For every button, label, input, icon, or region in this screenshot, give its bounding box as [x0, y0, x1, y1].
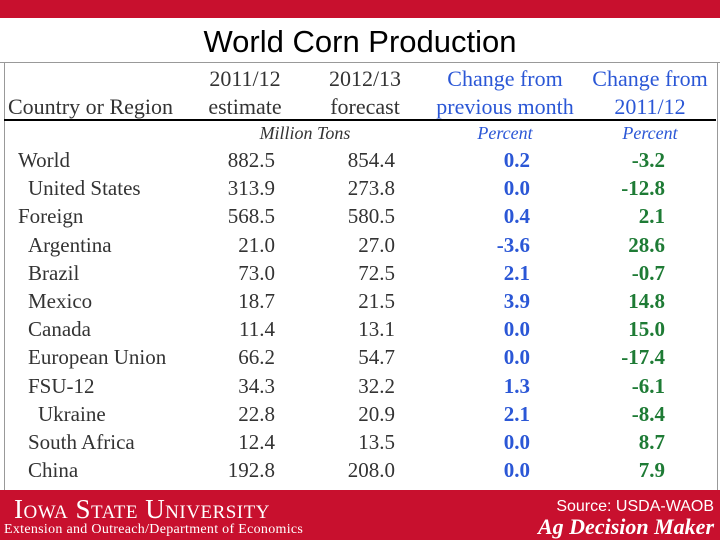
- production-table: [4, 62, 718, 490]
- table-row: Ukraine 22.8 20.9 2.1 -8.4: [0, 400, 720, 428]
- value-2012-13: 54.7: [358, 345, 395, 370]
- row-label: China: [28, 458, 79, 483]
- table-row: European Union 66.2 54.7 0.0 -17.4: [0, 343, 720, 371]
- brand-text: Ag Decision Maker: [538, 514, 714, 539]
- header-change-year-line2: 2011/12: [614, 94, 686, 119]
- table-row: China 192.8 208.0 0.0 7.9: [0, 456, 720, 484]
- value-2011-12: 34.3: [238, 373, 275, 398]
- row-label: Argentina: [28, 232, 112, 257]
- header-2011-line2: estimate: [208, 94, 282, 119]
- change-from-previous-month: 0.0: [503, 345, 530, 370]
- unit-percent-year: Percent: [622, 123, 678, 143]
- unit-million-tons: Million Tons: [259, 123, 351, 143]
- change-from-2011-12: 15.0: [628, 317, 665, 342]
- change-from-previous-month: 1.3: [503, 373, 530, 398]
- value-2012-13: 27.0: [358, 232, 395, 257]
- source-text: Source: USDA-WAOB: [556, 498, 714, 515]
- change-from-2011-12: 8.7: [638, 430, 665, 454]
- row-label: South Africa: [28, 430, 135, 454]
- table-row: Canada 11.4 13.1 0.0 15.0: [0, 315, 720, 343]
- value-2012-13: 273.8: [347, 176, 395, 201]
- header-change-month-line1: Change from: [447, 66, 563, 91]
- value-2011-12: 22.8: [238, 401, 275, 426]
- change-from-2011-12: -6.1: [631, 373, 665, 398]
- table-row: FSU-12 34.3 32.2 1.3 -6.1: [0, 372, 720, 400]
- change-from-previous-month: 0.0: [503, 458, 530, 483]
- title-divider: [0, 62, 720, 63]
- change-from-previous-month: 0.2: [503, 148, 530, 172]
- value-2011-12: 192.8: [227, 458, 275, 483]
- value-2011-12: 66.2: [238, 345, 275, 370]
- row-label: Mexico: [28, 289, 93, 313]
- change-from-previous-month: 0.0: [503, 430, 530, 454]
- row-label: FSU-12: [28, 373, 95, 398]
- value-2012-13: 854.4: [347, 148, 395, 172]
- university-logo-text: Iowa State University: [14, 494, 270, 524]
- change-from-2011-12: -3.2: [631, 148, 665, 172]
- university-logo: Iowa State University: [14, 494, 270, 524]
- table-row: World 882.5 854.4 0.2 -3.2: [0, 146, 720, 174]
- change-from-previous-month: 3.9: [503, 289, 530, 313]
- value-2011-12: 18.7: [238, 289, 275, 313]
- change-from-2011-12: 14.8: [628, 289, 665, 313]
- value-2012-13: 20.9: [358, 401, 395, 426]
- header-2012-line2: forecast: [330, 94, 400, 119]
- change-from-previous-month: 0.0: [503, 317, 530, 342]
- top-banner: [0, 0, 720, 18]
- header-2011-line1: 2011/12: [209, 66, 281, 91]
- value-2011-12: 73.0: [238, 260, 275, 285]
- table-row: Argentina 21.0 27.0 -3.6 28.6: [0, 231, 720, 259]
- table-row: United States 313.9 273.8 0.0 -12.8: [0, 174, 720, 202]
- table-row: Foreign 568.5 580.5 0.4 2.1: [0, 202, 720, 230]
- change-from-previous-month: 0.4: [503, 204, 530, 229]
- change-from-2011-12: -0.7: [631, 260, 665, 285]
- value-2012-13: 208.0: [347, 458, 395, 483]
- department-text: Extension and Outreach/Department of Eco…: [4, 522, 304, 537]
- page-title: World Corn Production: [203, 24, 517, 59]
- change-from-previous-month: 2.1: [503, 260, 530, 285]
- value-2012-13: 72.5: [358, 260, 395, 285]
- header-divider: [4, 119, 716, 121]
- footer-banner: [0, 490, 720, 540]
- change-from-2011-12: -12.8: [621, 176, 665, 201]
- row-label: Brazil: [28, 260, 80, 285]
- value-2011-12: 11.4: [239, 317, 275, 342]
- change-from-2011-12: 28.6: [628, 232, 665, 257]
- value-2011-12: 568.5: [227, 204, 275, 229]
- header-change-year-line1: Change from: [592, 66, 708, 91]
- change-from-previous-month: 2.1: [503, 401, 530, 426]
- value-2011-12: 12.4: [238, 430, 275, 454]
- change-from-2011-12: 2.1: [638, 204, 665, 229]
- header-change-month-line2: previous month: [436, 94, 574, 119]
- row-label: Foreign: [18, 204, 84, 229]
- value-2011-12: 21.0: [238, 232, 275, 257]
- table-row: Mexico 18.7 21.5 3.9 14.8: [0, 287, 720, 315]
- row-label: European Union: [28, 345, 167, 370]
- value-2012-13: 21.5: [358, 289, 395, 313]
- value-2012-13: 13.5: [358, 430, 395, 454]
- row-label: Canada: [28, 317, 91, 342]
- change-from-2011-12: 7.9: [638, 458, 665, 483]
- row-label: Ukraine: [38, 401, 106, 426]
- table-row: Brazil 73.0 72.5 2.1 -0.7: [0, 259, 720, 287]
- change-from-previous-month: 0.0: [503, 176, 530, 201]
- value-2012-13: 580.5: [347, 204, 395, 229]
- row-label: World: [18, 148, 70, 172]
- change-from-previous-month: -3.6: [496, 232, 530, 257]
- table-row: South Africa 12.4 13.5 0.0 8.7: [0, 428, 720, 456]
- header-country: Country or Region: [8, 94, 173, 119]
- value-2012-13: 32.2: [358, 373, 395, 398]
- row-label: United States: [28, 176, 141, 201]
- value-2011-12: 313.9: [227, 176, 275, 201]
- header-2012-line1: 2012/13: [328, 66, 402, 91]
- change-from-2011-12: -8.4: [631, 401, 665, 426]
- unit-percent-month: Percent: [477, 123, 533, 143]
- value-2012-13: 13.1: [358, 317, 395, 342]
- value-2011-12: 882.5: [227, 148, 275, 172]
- change-from-2011-12: -17.4: [621, 345, 665, 370]
